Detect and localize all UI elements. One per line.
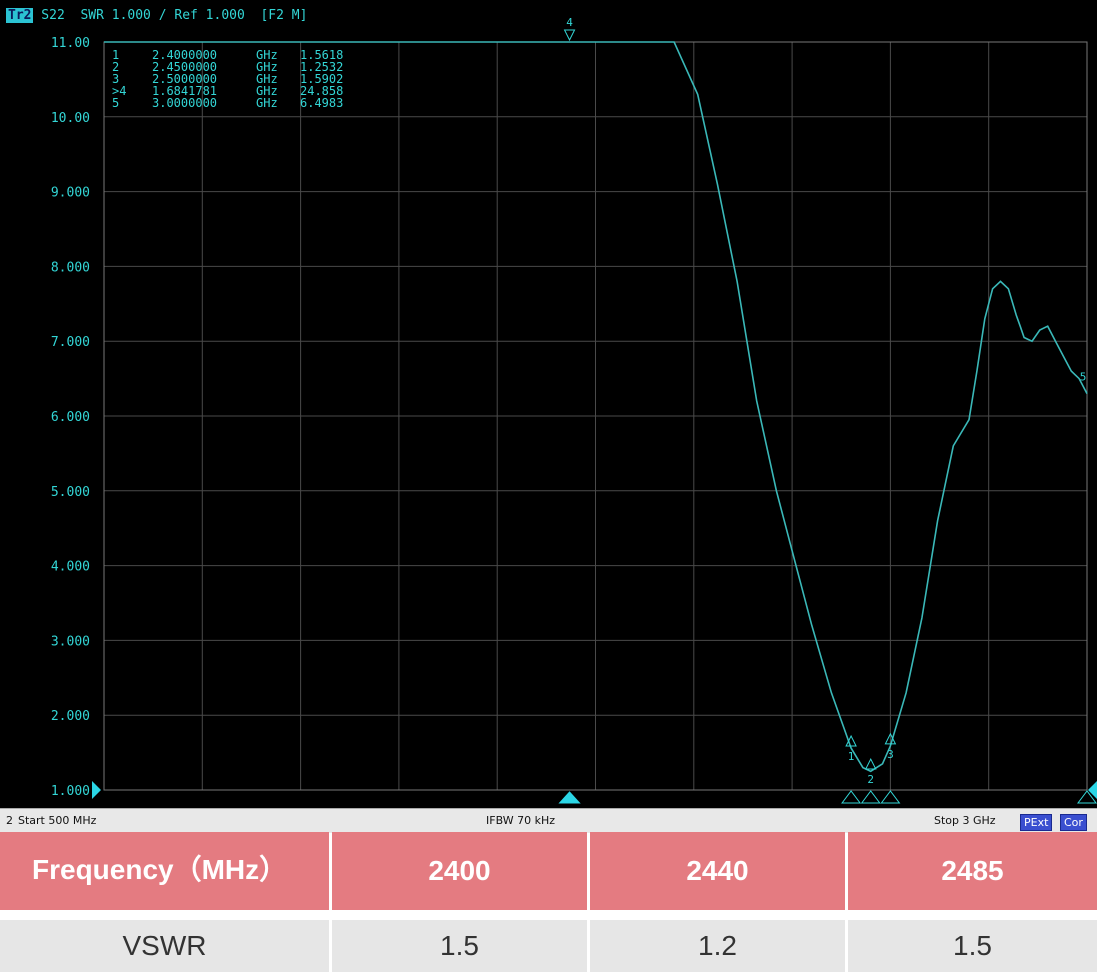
swr-trace-line [104, 41, 1088, 773]
marker-triangle [845, 734, 857, 747]
y-tick-label: 10.00 [51, 111, 90, 126]
table-data-row: VSWR 1.5 1.2 1.5 [0, 920, 1097, 972]
vswr-value-2400: 1.5 [332, 920, 587, 972]
channel-number: 2 [6, 814, 13, 827]
y-tick-label: 5.000 [51, 485, 90, 500]
marker-table-value: 1.2532 [300, 60, 343, 74]
marker-table-frequency: 2.4500000 [152, 60, 217, 74]
port-extension-badge[interactable]: PExt [1020, 814, 1053, 831]
marker-label: 4 [566, 16, 573, 29]
y-tick-label: 3.000 [51, 634, 90, 649]
axis-marker-triangle [841, 790, 862, 804]
marker-table-frequency: 3.0000000 [152, 96, 217, 110]
axis-marker-triangle [880, 790, 901, 804]
header-cell-2440: 2440 [590, 832, 845, 910]
row-label-vswr: VSWR [0, 920, 329, 972]
axis-active-marker [558, 791, 581, 804]
marker-table-frequency: 2.4000000 [152, 48, 217, 62]
correction-badge[interactable]: Cor [1060, 814, 1087, 831]
trace-info: S22 SWR 1.000 / Ref 1.000 [F2 M] [33, 8, 308, 23]
trace-tag[interactable]: Tr2 [6, 8, 34, 23]
header-cell-2400: 2400 [332, 832, 587, 910]
marker-triangle [563, 29, 576, 42]
y-tick-label: 11.00 [51, 36, 90, 51]
reference-arrow-icon [92, 781, 101, 799]
marker-table-id: >4 [112, 84, 126, 98]
marker-table-frequency: 2.5000000 [152, 72, 217, 86]
marker-table-id: 2 [112, 60, 119, 74]
stop-frequency: Stop 3 GHz [934, 814, 996, 827]
start-frequency: Start 500 MHz [18, 814, 97, 827]
marker-table-id: 1 [112, 48, 119, 62]
marker-triangle [864, 757, 877, 770]
header-cell-2485: 2485 [848, 832, 1097, 910]
marker-table-unit: GHz [256, 72, 278, 86]
header-cell-frequency: Frequency（MHz） [0, 832, 329, 910]
axis-marker-triangle [1077, 790, 1097, 804]
trace-header: Tr2 S22 SWR 1.000 / Ref 1.000 [F2 M] [6, 8, 307, 23]
marker-table-value: 1.5902 [300, 72, 343, 86]
marker-label: 2 [867, 773, 874, 786]
vswr-table: Frequency（MHz） 2400 2440 2485 VSWR 1.5 1… [0, 832, 1097, 972]
marker-table-id: 3 [112, 72, 119, 86]
analyzer-screen: 11.00 10.00 9.000 8.000 7.000 6.000 5.000 4.000… [0, 0, 1097, 808]
y-tick-label: 7.000 [51, 335, 90, 350]
marker-table-value: 1.5618 [300, 48, 343, 62]
y-tick-label: 9.000 [51, 186, 90, 201]
swr-chart: 11.00 10.00 9.000 8.000 7.000 6.000 5.000 4.000… [51, 16, 1097, 804]
marker-table-unit: GHz [256, 60, 278, 74]
axis-marker-triangle [860, 790, 881, 804]
y-tick-label: 1.000 [51, 784, 90, 799]
marker-label: 3 [887, 748, 894, 761]
marker-table-value: 24.858 [300, 84, 343, 98]
reference-arrow-icon [1088, 781, 1097, 799]
marker-table-unit: GHz [256, 84, 278, 98]
marker-table-unit: GHz [256, 48, 278, 62]
marker-table-id: 5 [112, 96, 119, 110]
marker-label: 1 [848, 750, 855, 763]
table-header-row: Frequency（MHz） 2400 2440 2485 [0, 832, 1097, 910]
y-tick-label: 8.000 [51, 260, 90, 275]
marker-triangle [884, 732, 897, 745]
marker-label: 5 [1080, 371, 1087, 384]
ifbw-value: IFBW 70 kHz [486, 814, 556, 827]
marker-table-frequency: 1.6841781 [152, 84, 217, 98]
status-bar: 2 Start 500 MHz IFBW 70 kHz Stop 3 GHz P… [0, 808, 1097, 833]
y-tick-label: 6.000 [51, 410, 90, 425]
vswr-value-2440: 1.2 [590, 920, 845, 972]
vswr-value-2485: 1.5 [848, 920, 1097, 972]
marker-table-value: 6.4983 [300, 96, 343, 110]
y-tick-label: 2.000 [51, 709, 90, 724]
marker-table-unit: GHz [256, 96, 278, 110]
y-tick-label: 4.000 [51, 560, 90, 575]
